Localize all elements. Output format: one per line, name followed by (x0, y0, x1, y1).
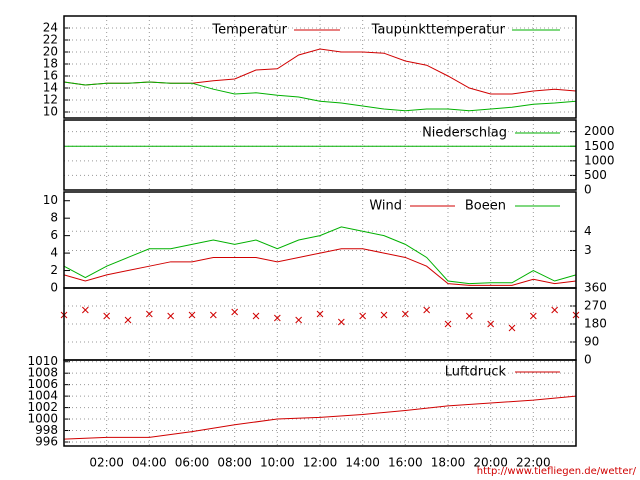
y-tick-label: 22 (43, 33, 58, 47)
y-tick-label: 6 (50, 228, 58, 242)
data-line (63, 395, 577, 440)
x-tick-label: 08:00 (217, 456, 252, 470)
y2-tick-label: 0 (584, 183, 592, 197)
y-tick-label: 1002 (27, 400, 58, 414)
data-point (103, 312, 111, 320)
panel-frame (63, 119, 577, 191)
legend-label: Luftdruck (445, 365, 507, 380)
legend-label: Wind (369, 199, 402, 214)
y-tick-label: 24 (43, 21, 58, 35)
data-point (487, 320, 495, 328)
y2-tick-label: 270 (584, 299, 607, 313)
y-tick-label: 996 (35, 434, 58, 448)
data-point (401, 310, 409, 318)
y-tick-label: 18 (43, 57, 58, 71)
y-tick-label: 1008 (27, 366, 58, 380)
legend-label: Taupunkttemperatur (371, 23, 506, 38)
y2-tick-label: 2000 (584, 124, 615, 138)
x-tick-label: 04:00 (132, 456, 167, 470)
y-tick-label: 2 (50, 263, 58, 277)
data-point (231, 308, 239, 316)
x-tick-label: 12:00 (303, 456, 338, 470)
y2-tick-label: 1000 (584, 153, 615, 167)
data-point (508, 324, 516, 332)
y2-tick-label: 0 (584, 353, 592, 367)
y-tick-label: 8 (50, 211, 58, 225)
data-point (444, 320, 452, 328)
y-tick-label: 1006 (27, 377, 58, 391)
y2-tick-label: 90 (584, 335, 599, 349)
data-point (423, 306, 431, 314)
legend-label: Niederschlag (422, 126, 507, 141)
data-point (167, 312, 175, 320)
legend-label: Boeen (465, 199, 506, 214)
data-point (124, 316, 132, 324)
y-tick-label: 14 (43, 81, 58, 95)
data-line (63, 248, 577, 286)
y2-tick-label: 4 (584, 224, 592, 238)
data-point (465, 312, 473, 320)
data-point (252, 312, 260, 320)
y-tick-label: 12 (43, 93, 58, 107)
y-tick-label: 20 (43, 45, 58, 59)
x-tick-label: 14:00 (345, 456, 380, 470)
data-point (145, 310, 153, 318)
source-link: http://www.tiefliegen.de/wetter/ (477, 466, 637, 477)
data-point (81, 306, 89, 314)
data-point (273, 314, 281, 322)
y-tick-label: 16 (43, 69, 58, 83)
y2-tick-label: 180 (584, 317, 607, 331)
y-tick-label: 1000 (27, 412, 58, 426)
panel-frame (63, 15, 577, 119)
y-tick-label: 1004 (27, 389, 58, 403)
y2-tick-label: 1500 (584, 139, 615, 153)
y-tick-label: 4 (50, 246, 58, 260)
x-tick-label: 20:00 (473, 456, 508, 470)
x-tick-label: 10:00 (260, 456, 295, 470)
data-point (359, 312, 367, 320)
data-point (316, 310, 324, 318)
y-tick-label: 10 (43, 105, 58, 119)
y-tick-label: 998 (35, 423, 58, 437)
y2-tick-label: 360 (584, 281, 607, 295)
data-point (295, 316, 303, 324)
x-tick-label: 18:00 (431, 456, 466, 470)
panel-frame (63, 359, 577, 447)
legend-label: Temperatur (211, 23, 287, 38)
x-tick-label: 02:00 (89, 456, 124, 470)
data-point (380, 311, 388, 319)
x-tick-label: 22:00 (516, 456, 551, 470)
data-point (551, 306, 559, 314)
data-point (209, 311, 217, 319)
data-point (188, 311, 196, 319)
y-tick-label: 0 (50, 281, 58, 295)
y2-tick-label: 500 (584, 168, 607, 182)
x-tick-label: 16:00 (388, 456, 423, 470)
y-tick-label: 10 (43, 193, 58, 207)
data-line (63, 81, 577, 112)
data-line (63, 226, 577, 285)
x-tick-label: 06:00 (175, 456, 210, 470)
data-point (529, 312, 537, 320)
y-tick-label: 1010 (27, 354, 58, 368)
y2-tick-label: 3 (584, 243, 592, 257)
data-point (337, 318, 345, 326)
